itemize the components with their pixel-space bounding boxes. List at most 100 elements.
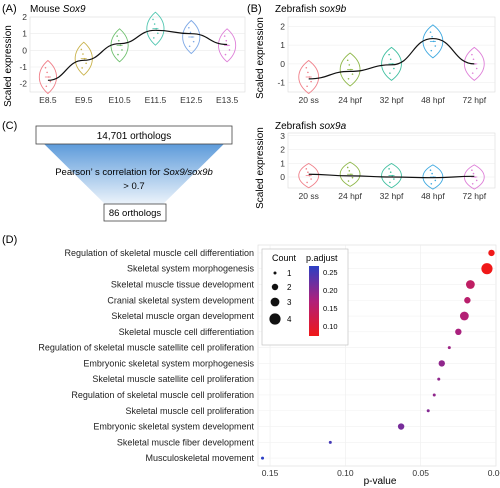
panel-b1-point-0-4 [306,85,308,88]
panel-b2-point-3-0 [429,169,432,172]
panel-b2-title: Zebrafish sox9a [275,121,347,132]
panel-b1-point-0-2 [308,76,311,78]
panel-b2-point-1-4 [347,180,350,182]
panel-a-plot: 2 1 0 -1 -2 E8.5 E9.5 E10.5 E11.5 E12.5 E13.5 [19,11,246,105]
panel-b1-point-1-0 [346,59,349,62]
panel-b1-violin-3 [422,24,444,59]
term-label-13: Musculoskeletal movement [145,453,254,463]
panel-a-xtick-5: E13.5 [216,95,238,105]
panel-b1-point-0-0 [305,66,308,69]
term-dot-10 [426,409,430,413]
panel-b2-point-0-1 [307,171,309,174]
panel-a-point-0-3 [49,80,52,83]
panel-b2-xtick-1: 24 hpf [338,191,362,201]
panel-a-xtick-1: E9.5 [75,95,93,105]
legend-padj-tick-2: 0.20 [323,286,338,295]
panel-b2-point-1-1 [348,170,351,172]
panel-a-xtick-4: E12.5 [180,95,202,105]
panel-a-point-0-1 [46,71,48,74]
legend-padj-colorbar [309,266,319,336]
panel-b1-plot: 2 1 0 -1 20 ss 24 hpf 32 hpf 48 hpf 72 hpf [277,16,496,105]
panel-b1-violin-4 [463,46,485,81]
panel-b1-ytick-1: 1 [280,40,285,50]
panel-b1-point-0-3 [310,80,312,83]
legend-padj-title: p.adjust [306,253,338,263]
term-dot-11 [397,423,405,430]
panel-b1-point-2-4 [389,72,391,74]
panel-a-xtick-3: E11.5 [145,95,167,105]
panel-a-point-0-0 [44,66,47,69]
funnel-text-genes: Sox9/sox9b [163,167,213,178]
term-dot-2 [465,280,475,289]
panel-b1-point-4-4 [471,72,474,74]
term-dot-3 [464,297,471,304]
panel-b2-ytick-1: 2 [280,145,285,155]
panel-b2-point-2-3 [393,178,395,180]
panel-a-title-gene: Sox9 [63,4,86,15]
legend-padj-tick-1: 0.25 [323,268,338,277]
panel-b2-ylabel: Scaled expression [255,127,266,209]
panel-b1-point-1-4 [347,77,350,80]
panel-b2-violin-3 [422,164,444,190]
panel-a-point-0-2 [47,76,50,78]
panel-b2-violin-4 [463,164,485,190]
term-label-3: Cranial skeletal system development [107,295,254,305]
panel-b1-xtick-0: 20 ss [299,95,319,105]
dot-xtick-1: 0.10 [337,468,354,478]
panel-b2-point-4-2 [474,176,476,178]
panel-b2-xtick-2: 32 hpf [380,191,404,201]
panel-a-ytick-2: 0 [22,45,27,55]
panel-b1-point-3-4 [430,49,433,52]
panel-a-point-2-1 [117,39,120,42]
panel-b2-point-4-0 [471,169,473,172]
panel-b1-point-3-3 [434,45,437,47]
panel-b2-plot-area [287,132,496,189]
panel-a-point-1-3 [85,62,87,65]
panel-b1-violin-1 [339,52,361,87]
term-label-4: Skeletal muscle organ development [111,311,254,321]
panel-b2-point-1-3 [351,176,354,179]
panel-b1-ytick-3: -1 [277,78,285,88]
term-label-1: Skeletal system morphogenesis [127,264,255,274]
panel-b1-title: Zebrafish sox9b [275,4,347,15]
panel-b2-point-0-2 [308,174,311,177]
legend-count-dot-2 [271,283,279,291]
panel-b1-point-4-2 [474,63,476,65]
panel-a-point-3-3 [157,32,159,35]
panel-a-label: (A) [2,3,17,15]
panel-b1-point-4-0 [471,53,473,56]
funnel-bottom-box [103,203,167,222]
panel-b1-point-1-3 [351,73,354,75]
panel-b1-point-1-2 [350,68,352,71]
panel-b2-violin-2 [381,163,402,189]
panel-a-xtick-2: E10.5 [108,95,130,105]
panel-a-ytick-1: 1 [22,29,27,39]
panel-a-violin-1 [74,41,93,76]
panel-b2-ytick-3: 0 [280,172,285,182]
panel-b2-point-3-4 [430,182,433,185]
panel-a-ytick-0: 2 [22,12,27,22]
panel-b1-violin-2 [381,46,402,81]
panel-b2-xtick-0: 20 ss [299,191,319,201]
panel-a-point-3-0 [152,18,154,21]
dot-legend: Count 1 2 3 4 p.adjust 0.25 0.20 0.15 0.… [261,248,349,346]
panel-b1-point-0-1 [307,71,309,74]
panel-b1-xtick-3: 48 hpf [421,95,445,105]
term-dot-9 [432,393,436,397]
panel-b2-point-2-2 [391,174,394,177]
panel-b2-point-3-1 [431,172,433,175]
panel-b2-point-4-1 [472,172,475,175]
term-label-8: Skeletal muscle satellite cell prolifera… [92,374,254,384]
panel-b2-trend-line [308,173,475,179]
panel-b2-point-4-4 [471,182,474,185]
panel-b1-ytick-0: 2 [280,21,285,31]
term-dot-0 [488,249,495,257]
panel-b1-xtick-4: 72 hpf [462,95,486,105]
panel-b2-xtick-4: 72 hpf [462,191,486,201]
legend-count-label-4: 4 [287,315,292,324]
panel-a-title: Mouse Sox9 [30,4,86,15]
panel-a-violin-0 [38,59,57,95]
term-dot-5 [455,328,462,336]
panel-b2-point-2-4 [389,181,391,184]
